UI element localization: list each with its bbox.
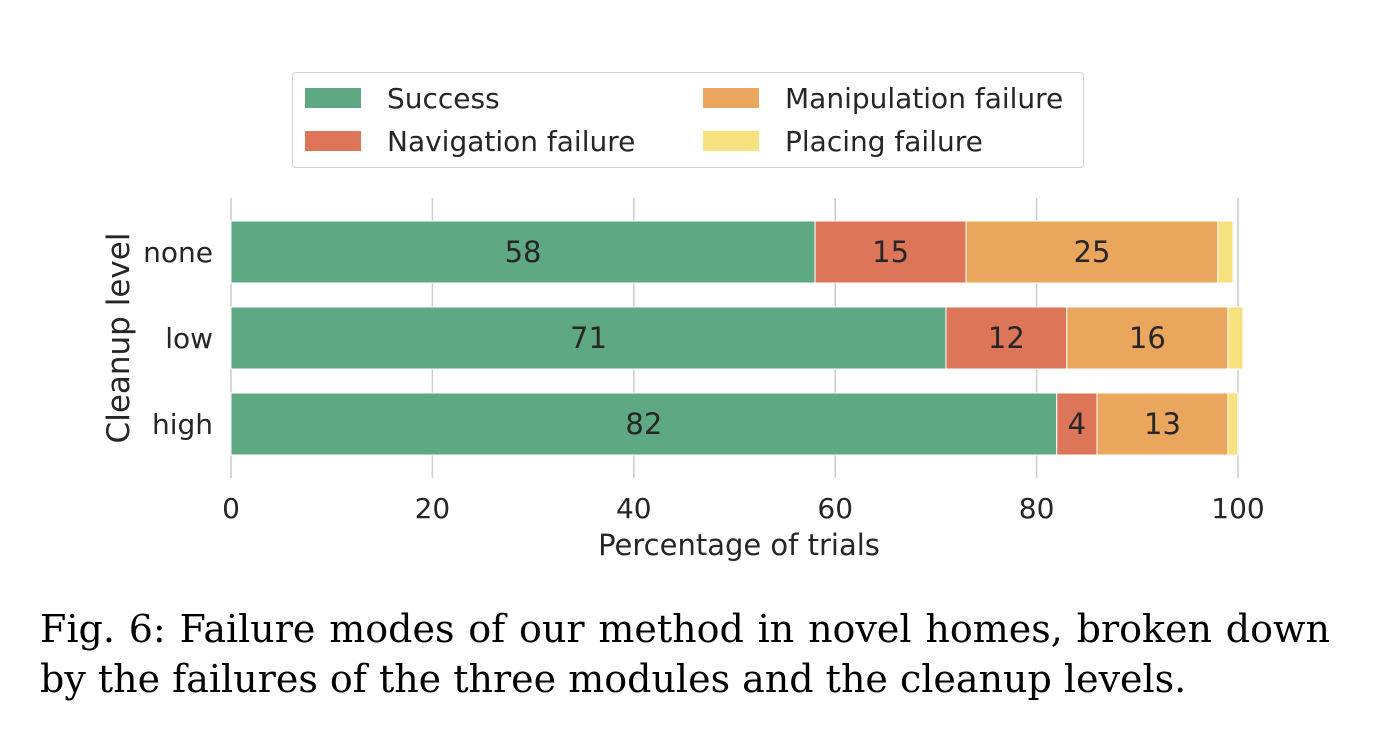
legend: Success Manipulation failure Navigation … xyxy=(292,72,1084,168)
y-axis-label: Cleanup level xyxy=(101,233,137,444)
legend-swatch-navigation-failure xyxy=(305,131,361,151)
bar-label-low-manipulation-failure: 16 xyxy=(1129,321,1166,355)
x-axis-label: Percentage of trials xyxy=(598,528,880,562)
bar-label-high-navigation-failure: 4 xyxy=(1068,407,1086,441)
bar-none-success xyxy=(230,220,816,284)
bar-label-high-success: 82 xyxy=(625,407,662,441)
bar-label-none-navigation-failure: 15 xyxy=(872,235,909,269)
x-tick-label-20: 20 xyxy=(415,492,451,525)
bar-high-placing-failure xyxy=(1227,392,1239,456)
bar-low-success xyxy=(230,306,947,370)
bar-high-success xyxy=(230,392,1058,456)
bar-low-navigation-failure xyxy=(945,306,1068,370)
legend-label-success: Success xyxy=(387,81,500,115)
bar-label-none-success: 58 xyxy=(505,235,542,269)
y-tick-label-none: none xyxy=(143,236,213,269)
x-tick-label-60: 60 xyxy=(817,492,853,525)
x-tick-labels: 0 20 40 60 80 100 xyxy=(222,492,1265,525)
bar-value-labels: 58 15 25 71 12 16 82 4 13 xyxy=(505,235,1181,441)
legend-label-placing-failure: Placing failure xyxy=(785,124,983,158)
legend-item-navigation-failure: Navigation failure xyxy=(305,124,636,158)
bar-label-low-success: 71 xyxy=(570,321,607,355)
bar-low-placing-failure xyxy=(1227,306,1244,370)
y-tick-labels: none low high xyxy=(143,236,213,441)
bar-label-low-navigation-failure: 12 xyxy=(988,321,1025,355)
figure-caption: Fig. 6: Failure modes of our method in n… xyxy=(40,607,1330,701)
legend-swatch-success xyxy=(305,88,361,108)
legend-label-manipulation-failure: Manipulation failure xyxy=(785,81,1064,115)
x-tick-label-40: 40 xyxy=(616,492,652,525)
bar-none-placing-failure xyxy=(1217,220,1234,284)
bar-none-manipulation-failure xyxy=(965,220,1219,284)
bar-high-manipulation-failure xyxy=(1096,392,1229,456)
y-tick-label-low: low xyxy=(165,322,213,355)
legend-swatch-manipulation-failure xyxy=(703,88,759,108)
y-tick-label-high: high xyxy=(152,408,213,441)
legend-item-manipulation-failure: Manipulation failure xyxy=(703,81,1064,115)
legend-label-navigation-failure: Navigation failure xyxy=(387,124,636,158)
x-tick-label-100: 100 xyxy=(1211,492,1264,525)
legend-item-placing-failure: Placing failure xyxy=(703,124,983,158)
legend-item-success: Success xyxy=(305,81,500,115)
bar-low-manipulation-failure xyxy=(1066,306,1229,370)
bar-label-high-manipulation-failure: 13 xyxy=(1144,407,1181,441)
bars xyxy=(230,220,1244,456)
x-tick-label-0: 0 xyxy=(222,492,240,525)
stacked-bar-chart: 58 15 25 71 12 16 82 4 13 none low high 0 20 40 60 80 1… xyxy=(101,198,1265,562)
bar-label-none-manipulation-failure: 25 xyxy=(1074,235,1111,269)
legend-swatch-placing-failure xyxy=(703,131,759,151)
x-tick-label-80: 80 xyxy=(1019,492,1055,525)
